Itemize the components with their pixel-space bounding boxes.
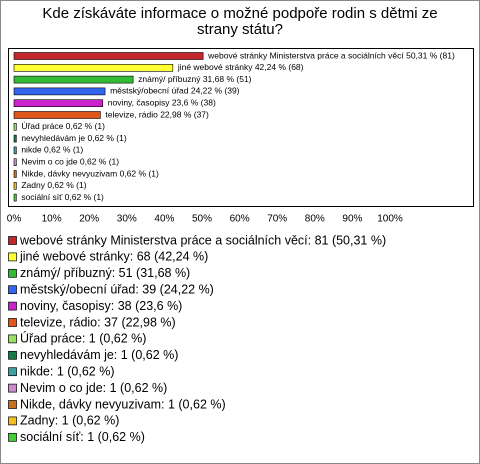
legend-swatch xyxy=(8,350,17,360)
data-label: sociální síť 0,62 % (1) xyxy=(21,192,104,202)
x-tick-label: 40% xyxy=(154,214,174,225)
bar xyxy=(13,146,17,155)
legend-label: známý/ příbuzný: 51 (31,68 %) xyxy=(20,266,190,280)
legend-swatch xyxy=(8,301,17,311)
data-label: televize, rádio 22,98 % (37) xyxy=(105,109,209,119)
legend-label: webové stránky Ministerstva práce a soci… xyxy=(19,233,386,247)
x-tick-label: 0% xyxy=(7,214,22,225)
bar xyxy=(13,75,134,84)
legend-swatch xyxy=(8,334,17,344)
x-tick-label: 80% xyxy=(305,214,325,225)
legend-swatch xyxy=(8,432,17,442)
legend-swatch xyxy=(8,236,17,245)
data-label: webové stránky Ministerstva práce a soci… xyxy=(207,50,455,60)
bar xyxy=(13,123,17,131)
legend-swatch xyxy=(8,268,17,278)
x-tick-label: 10% xyxy=(42,214,62,225)
legend-label: Úřad práce: 1 (0,62 %) xyxy=(20,331,146,346)
legend-swatch xyxy=(8,416,17,426)
legend-label: nikde: 1 (0,62 %) xyxy=(20,364,115,378)
bar xyxy=(13,170,17,178)
bar xyxy=(13,134,17,143)
legend-swatch xyxy=(8,400,17,409)
data-label: nikde 0,62 % (1) xyxy=(21,145,83,155)
data-label: městský/obecní úřad 24,22 % (39) xyxy=(110,86,240,96)
legend-label: městský/obecní úřad: 39 (24,22 %) xyxy=(20,282,214,296)
legend: webové stránky Ministerstva práce a soci… xyxy=(8,233,386,444)
data-label: jiné webové stránky 42,24 % (68) xyxy=(177,62,304,72)
legend-swatch xyxy=(8,285,17,295)
bar xyxy=(13,87,106,96)
legend-label: noviny, časopisy: 38 (23,6 %) xyxy=(20,299,182,313)
x-tick-label: 100% xyxy=(377,214,403,225)
bar xyxy=(13,99,104,107)
bar xyxy=(13,193,17,202)
x-tick-label: 90% xyxy=(342,214,362,225)
data-label: Zadny 0,62 % (1) xyxy=(21,180,86,190)
bar xyxy=(13,64,174,72)
x-tick-label: 20% xyxy=(79,214,99,225)
legend-swatch xyxy=(8,318,17,327)
x-tick-label: 60% xyxy=(230,214,250,225)
data-label: nevyhledávám je 0,62 % (1) xyxy=(21,133,127,143)
legend-label: nevyhledávám je: 1 (0,62 %) xyxy=(20,348,178,362)
x-tick-label: 50% xyxy=(192,214,212,225)
bar xyxy=(13,158,17,166)
legend-swatch xyxy=(8,252,17,262)
data-label: Nikde, dávky nevyuzivam 0,62 % (1) xyxy=(21,168,159,178)
plot: webové stránky Ministerstva práce a soci… xyxy=(13,50,455,202)
data-label: noviny, časopisy 23,6 % (38) xyxy=(108,97,216,107)
legend-swatch xyxy=(8,383,17,393)
legend-swatch xyxy=(8,367,17,377)
chart-title: Kde získáváte informace o možné podpoře … xyxy=(42,6,438,38)
x-tick-label: 30% xyxy=(117,214,137,225)
title-box: Kde získáváte informace o možné podpoře … xyxy=(42,6,438,38)
legend-label: Zadny: 1 (0,62 %) xyxy=(20,414,119,428)
legend-label: Nevim o co jde: 1 (0,62 %) xyxy=(20,381,167,395)
bar xyxy=(13,111,101,119)
data-label: Nevim o co jde 0,62 % (1) xyxy=(21,156,119,166)
bar xyxy=(13,182,17,190)
data-label: známý/ příbuzný 31,68 % (51) xyxy=(138,74,252,84)
legend-label: Nikde, dávky nevyuzivam: 1 (0,62 %) xyxy=(20,397,226,411)
x-tick-label: 70% xyxy=(267,214,287,225)
legend-label: televize, rádio: 37 (22,98 %) xyxy=(20,315,176,329)
data-label: Úřad práce 0,62 % (1) xyxy=(21,121,105,131)
bar xyxy=(13,52,204,60)
legend-label: jiné webové stránky: 68 (42,24 %) xyxy=(19,250,208,264)
plot-frame xyxy=(8,48,474,207)
legend-label: sociální síť: 1 (0,62 %) xyxy=(20,430,145,444)
